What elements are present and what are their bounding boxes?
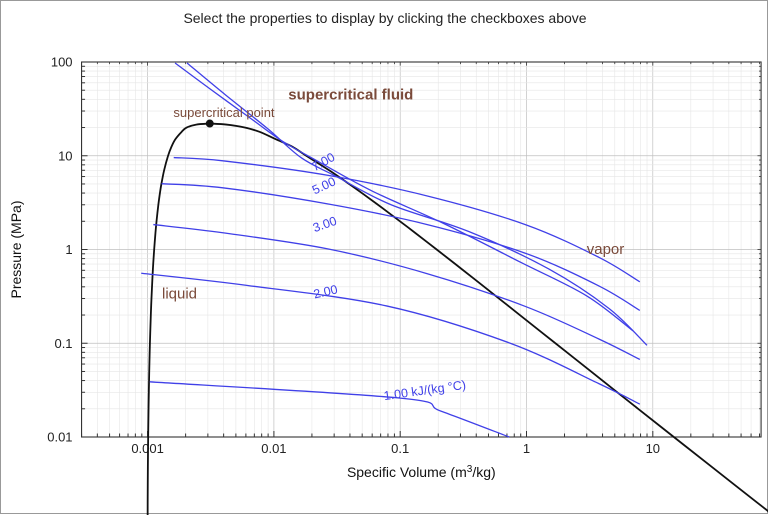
svg-text:0.01: 0.01 <box>261 441 286 456</box>
svg-text:vapor: vapor <box>587 241 625 258</box>
svg-text:liquid: liquid <box>162 286 197 303</box>
svg-text:3.00: 3.00 <box>311 214 339 235</box>
svg-text:10: 10 <box>646 441 660 456</box>
svg-text:1.00 kJ/(kg °C): 1.00 kJ/(kg °C) <box>383 378 467 403</box>
svg-text:1: 1 <box>65 242 72 257</box>
svg-text:0.01: 0.01 <box>47 430 72 445</box>
svg-text:0.1: 0.1 <box>391 441 409 456</box>
svg-text:100: 100 <box>51 55 73 70</box>
svg-text:Specific Volume (m3/kg): Specific Volume (m3/kg) <box>347 464 496 480</box>
svg-text:10: 10 <box>58 148 72 163</box>
svg-text:supercritical point: supercritical point <box>173 105 275 120</box>
svg-text:1: 1 <box>523 441 530 456</box>
svg-text:Pressure (MPa): Pressure (MPa) <box>8 200 24 298</box>
svg-text:0.1: 0.1 <box>54 336 72 351</box>
svg-text:5.00: 5.00 <box>310 174 338 197</box>
svg-text:supercritical fluid: supercritical fluid <box>288 86 413 103</box>
